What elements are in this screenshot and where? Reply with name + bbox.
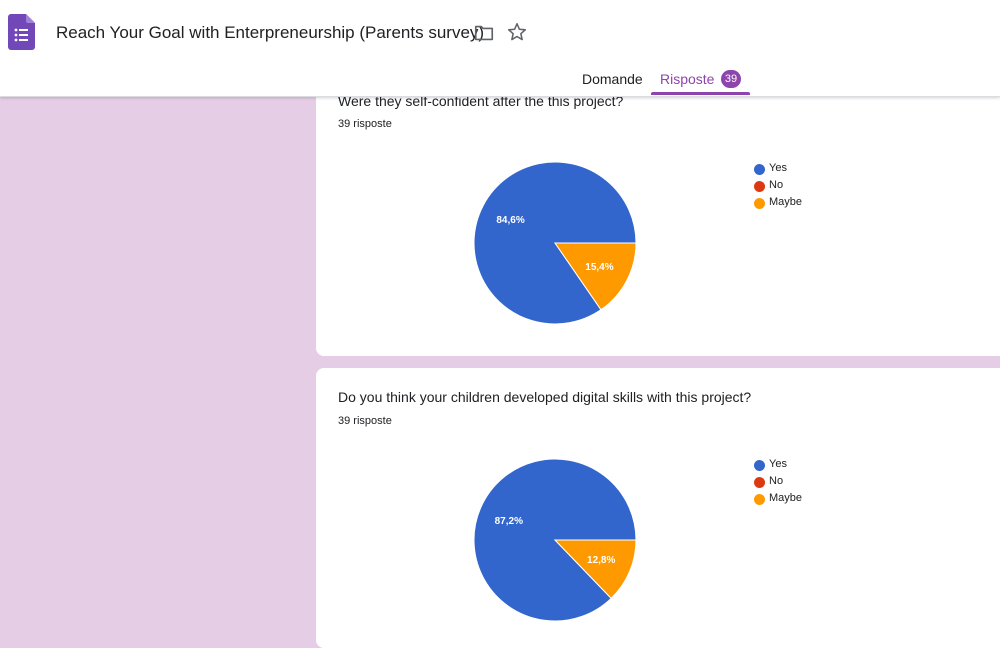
question-card: Do you think your children developed dig… xyxy=(316,368,1000,648)
legend-marker-yes xyxy=(754,460,765,471)
legend-label: No xyxy=(769,179,784,191)
pie-data-label: 87,2% xyxy=(495,516,523,527)
pie-chart: 87,2% 12,8% xyxy=(473,458,637,622)
app-header: Reach Your Goal with Enterpreneurship (P… xyxy=(0,0,1000,97)
legend-marker-no xyxy=(754,181,765,192)
active-tab-indicator xyxy=(651,92,750,95)
tab-questions[interactable]: Domande xyxy=(582,71,643,87)
document-title[interactable]: Reach Your Goal with Enterpreneurship (P… xyxy=(56,23,485,42)
legend-marker-maybe xyxy=(754,494,765,505)
pie-chart: 84,6% 15,4% xyxy=(473,161,637,325)
folder-icon[interactable] xyxy=(473,22,495,44)
response-count: 39 risposte xyxy=(338,118,392,130)
google-forms-icon[interactable] xyxy=(8,14,35,50)
legend-label: Maybe xyxy=(769,196,803,208)
tab-responses[interactable]: Risposte xyxy=(660,71,715,87)
pie-data-label: 84,6% xyxy=(496,215,524,226)
legend-label: Maybe xyxy=(769,492,803,504)
legend-marker-maybe xyxy=(754,198,765,209)
pie-slice-maybe[interactable] xyxy=(553,539,637,600)
star-icon[interactable] xyxy=(506,21,528,43)
legend-marker-yes xyxy=(754,164,765,175)
pie-data-label: 12,8% xyxy=(587,555,615,566)
legend-marker-no xyxy=(754,477,765,488)
question-card: Were they self-confident after the this … xyxy=(316,70,1000,356)
pie-slice-maybe[interactable] xyxy=(554,242,637,311)
legend-label: Yes xyxy=(769,162,787,174)
question-title: Do you think your children developed dig… xyxy=(338,389,752,405)
legend-label: Yes xyxy=(769,458,787,470)
legend-label: No xyxy=(769,475,784,487)
question-title: Were they self-confident after the this … xyxy=(338,93,624,109)
pie-data-label: 15,4% xyxy=(585,262,613,273)
responses-count-badge: 39 xyxy=(721,70,741,88)
response-count: 39 risposte xyxy=(338,415,392,427)
